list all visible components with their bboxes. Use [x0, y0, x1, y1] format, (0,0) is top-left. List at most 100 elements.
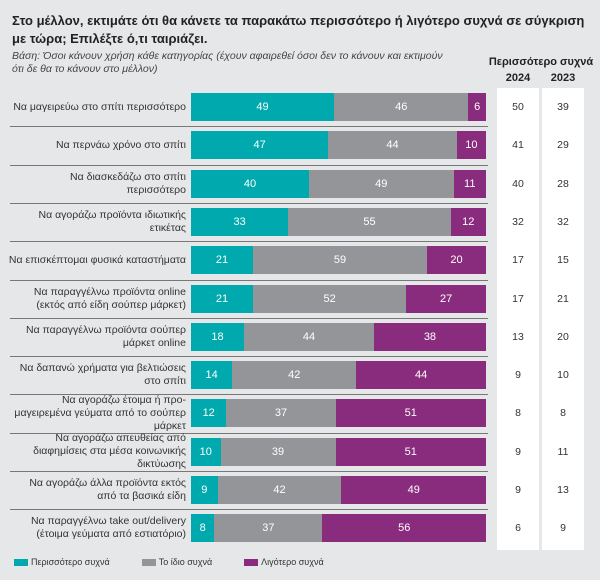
legend-item: Περισσότερο συχνά — [14, 557, 110, 567]
chart-row: Να παραγγέλνω προϊόντα σούπερ μάρκετ onl… — [0, 317, 600, 356]
bar-segment: 49 — [191, 93, 335, 121]
category-label: Να δαπανώ χρήματα για βελτιώσεις στο σπί… — [19, 362, 186, 388]
bar-segment: 52 — [252, 284, 407, 313]
row-separator — [10, 394, 488, 396]
chart-row: Να παραγγέλνω take out/delivery (έτοιμα … — [0, 509, 600, 547]
category-label: Να μαγειρεύω στο σπίτι περισσότερο — [13, 100, 186, 113]
bar-segment: 12 — [191, 399, 227, 428]
bar-segment: 56 — [322, 514, 486, 543]
legend-swatch — [141, 558, 156, 566]
row-separator — [10, 356, 488, 358]
bar-segment: 6 — [468, 93, 486, 121]
row-separator — [10, 202, 488, 204]
bar-segment: 10 — [191, 437, 221, 466]
chart-subtitle: Βάση: Όσοι κάνουν χρήση κάθε κατηγορίας … — [12, 50, 443, 75]
category-label: Να αγοράζω άλλα προϊόντα εκτός από τα βα… — [29, 477, 186, 502]
bar-segment: 20 — [426, 246, 486, 275]
stacked-bar: 8 37 56 — [191, 514, 486, 543]
bar-segment: 44 — [356, 361, 486, 390]
row-separator — [10, 279, 488, 281]
bar-segment: 12 — [450, 207, 486, 236]
stacked-bar: 47 44 10 — [191, 131, 486, 160]
bar-segment: 44 — [244, 322, 374, 351]
bar-segment: 8 — [191, 514, 215, 543]
row-separator — [10, 471, 488, 472]
category-label: Να επισκέπτομαι φυσικά καταστήματα — [8, 253, 186, 266]
row-separator — [10, 432, 488, 434]
legend-item: Το ίδιο συχνά — [141, 557, 212, 567]
value-2024: 17 — [512, 254, 524, 267]
bar-segment: 44 — [328, 131, 457, 160]
row-separator — [10, 509, 488, 511]
bar-segment: 42 — [232, 361, 357, 390]
bar-segment: 38 — [373, 322, 486, 351]
chart-row: Να επισκέπτομαι φυσικά καταστήματα 21 59 20… — [0, 241, 600, 279]
value-2024: 32 — [512, 215, 524, 228]
legend: Περισσότερο συχνά Το ίδιο συχνά Λιγότερο σ… — [14, 557, 356, 567]
category-label: Να αγοράζω έτοιμα ή προ-μαγειρεμένα γεύμ… — [14, 393, 186, 432]
value-2024: 9 — [515, 369, 521, 382]
chart-row: Να αγοράζω προϊόντα ιδιωτικής ετικέτας 33… — [0, 202, 600, 241]
table-header: Περισσότερο συχνά — [488, 56, 594, 68]
row-separator — [10, 241, 488, 243]
chart-row: Να αγοράζω απευθείας από διαφημίσεις στα… — [0, 432, 600, 471]
value-2024: 9 — [515, 484, 521, 496]
stacked-bar: 9 42 49 — [191, 476, 486, 504]
row-separator — [10, 317, 488, 319]
category-label: Να παραγγέλνω take out/delivery (έτοιμα … — [30, 515, 186, 541]
bar-segment: 55 — [288, 207, 451, 236]
bar-segment: 42 — [217, 476, 342, 504]
value-2024: 8 — [515, 407, 521, 420]
chart-row: Να διασκεδάζω στο σπίτι περισσότερο 40 49 1… — [0, 164, 600, 203]
chart-row: Να αγοράζω άλλα προϊόντα εκτός από τα βα… — [0, 471, 600, 509]
row-separator — [10, 126, 488, 128]
value-2023: 8 — [560, 407, 566, 420]
bar-segment: 14 — [191, 361, 233, 390]
value-2023: 32 — [557, 215, 569, 228]
value-2024: 40 — [512, 177, 524, 190]
bar-segment: 21 — [191, 284, 253, 313]
column-2024-box — [497, 88, 539, 550]
stacked-bar: 10 39 51 — [191, 437, 486, 466]
column-header-2023: 2023 — [550, 72, 576, 84]
bar-segment: 39 — [220, 437, 336, 466]
chart-row: Να περνάω χρόνο στο σπίτι 47 44 10 41 29 — [0, 126, 600, 164]
value-2023: 28 — [557, 177, 569, 190]
bar-segment: 51 — [335, 437, 486, 466]
chart-row: Να δαπανώ χρήματα για βελτιώσεις στο σπί… — [0, 356, 600, 394]
value-2023: 9 — [560, 522, 566, 535]
category-label: Να παραγγέλνω προϊόντα online (εκτός από… — [33, 285, 186, 311]
legend-swatch — [14, 558, 28, 566]
chart-row: Να μαγειρεύω στο σπίτι περισσότερο 49 46 6 5… — [0, 88, 600, 126]
column-header-2024: 2024 — [505, 72, 531, 84]
category-label: Να παραγγέλνω προϊόντα σούπερ μάρκετ onl… — [25, 323, 186, 349]
stacked-bar: 40 49 11 — [191, 169, 486, 198]
stacked-bar: 12 37 51 — [191, 399, 486, 428]
value-2024: 13 — [512, 330, 524, 343]
legend-label: Λιγότερο συχνά — [261, 557, 324, 567]
bar-segment: 33 — [191, 207, 289, 236]
category-label: Να διασκεδάζω στο σπίτι περισσότερο — [70, 170, 186, 196]
column-2023-box — [542, 88, 584, 550]
bar-segment: 51 — [335, 399, 486, 428]
bar-segment: 59 — [252, 246, 427, 275]
chart-row: Να αγοράζω έτοιμα ή προ-μαγειρεμένα γεύμ… — [0, 394, 600, 432]
value-2023: 29 — [557, 139, 569, 152]
value-2023: 10 — [557, 369, 569, 382]
legend-item: Λιγότερο συχνά — [244, 557, 324, 567]
bar-segment: 27 — [406, 284, 486, 313]
stacked-bar: 14 42 44 — [191, 361, 486, 390]
bar-segment: 46 — [334, 93, 469, 121]
bar-segment: 21 — [191, 246, 253, 275]
stacked-bar: 49 46 6 — [191, 93, 486, 121]
category-label: Να περνάω χρόνο στο σπίτι — [55, 138, 186, 151]
value-2023: 13 — [557, 484, 569, 496]
value-2023: 39 — [557, 101, 569, 113]
bar-segment: 37 — [226, 399, 336, 428]
bar-segment: 10 — [456, 131, 486, 160]
bar-segment: 49 — [341, 476, 486, 504]
legend-label: Περισσότερο συχνά — [31, 557, 110, 567]
bar-segment: 40 — [191, 169, 309, 198]
value-2024: 50 — [512, 101, 524, 113]
legend-swatch — [244, 558, 259, 566]
